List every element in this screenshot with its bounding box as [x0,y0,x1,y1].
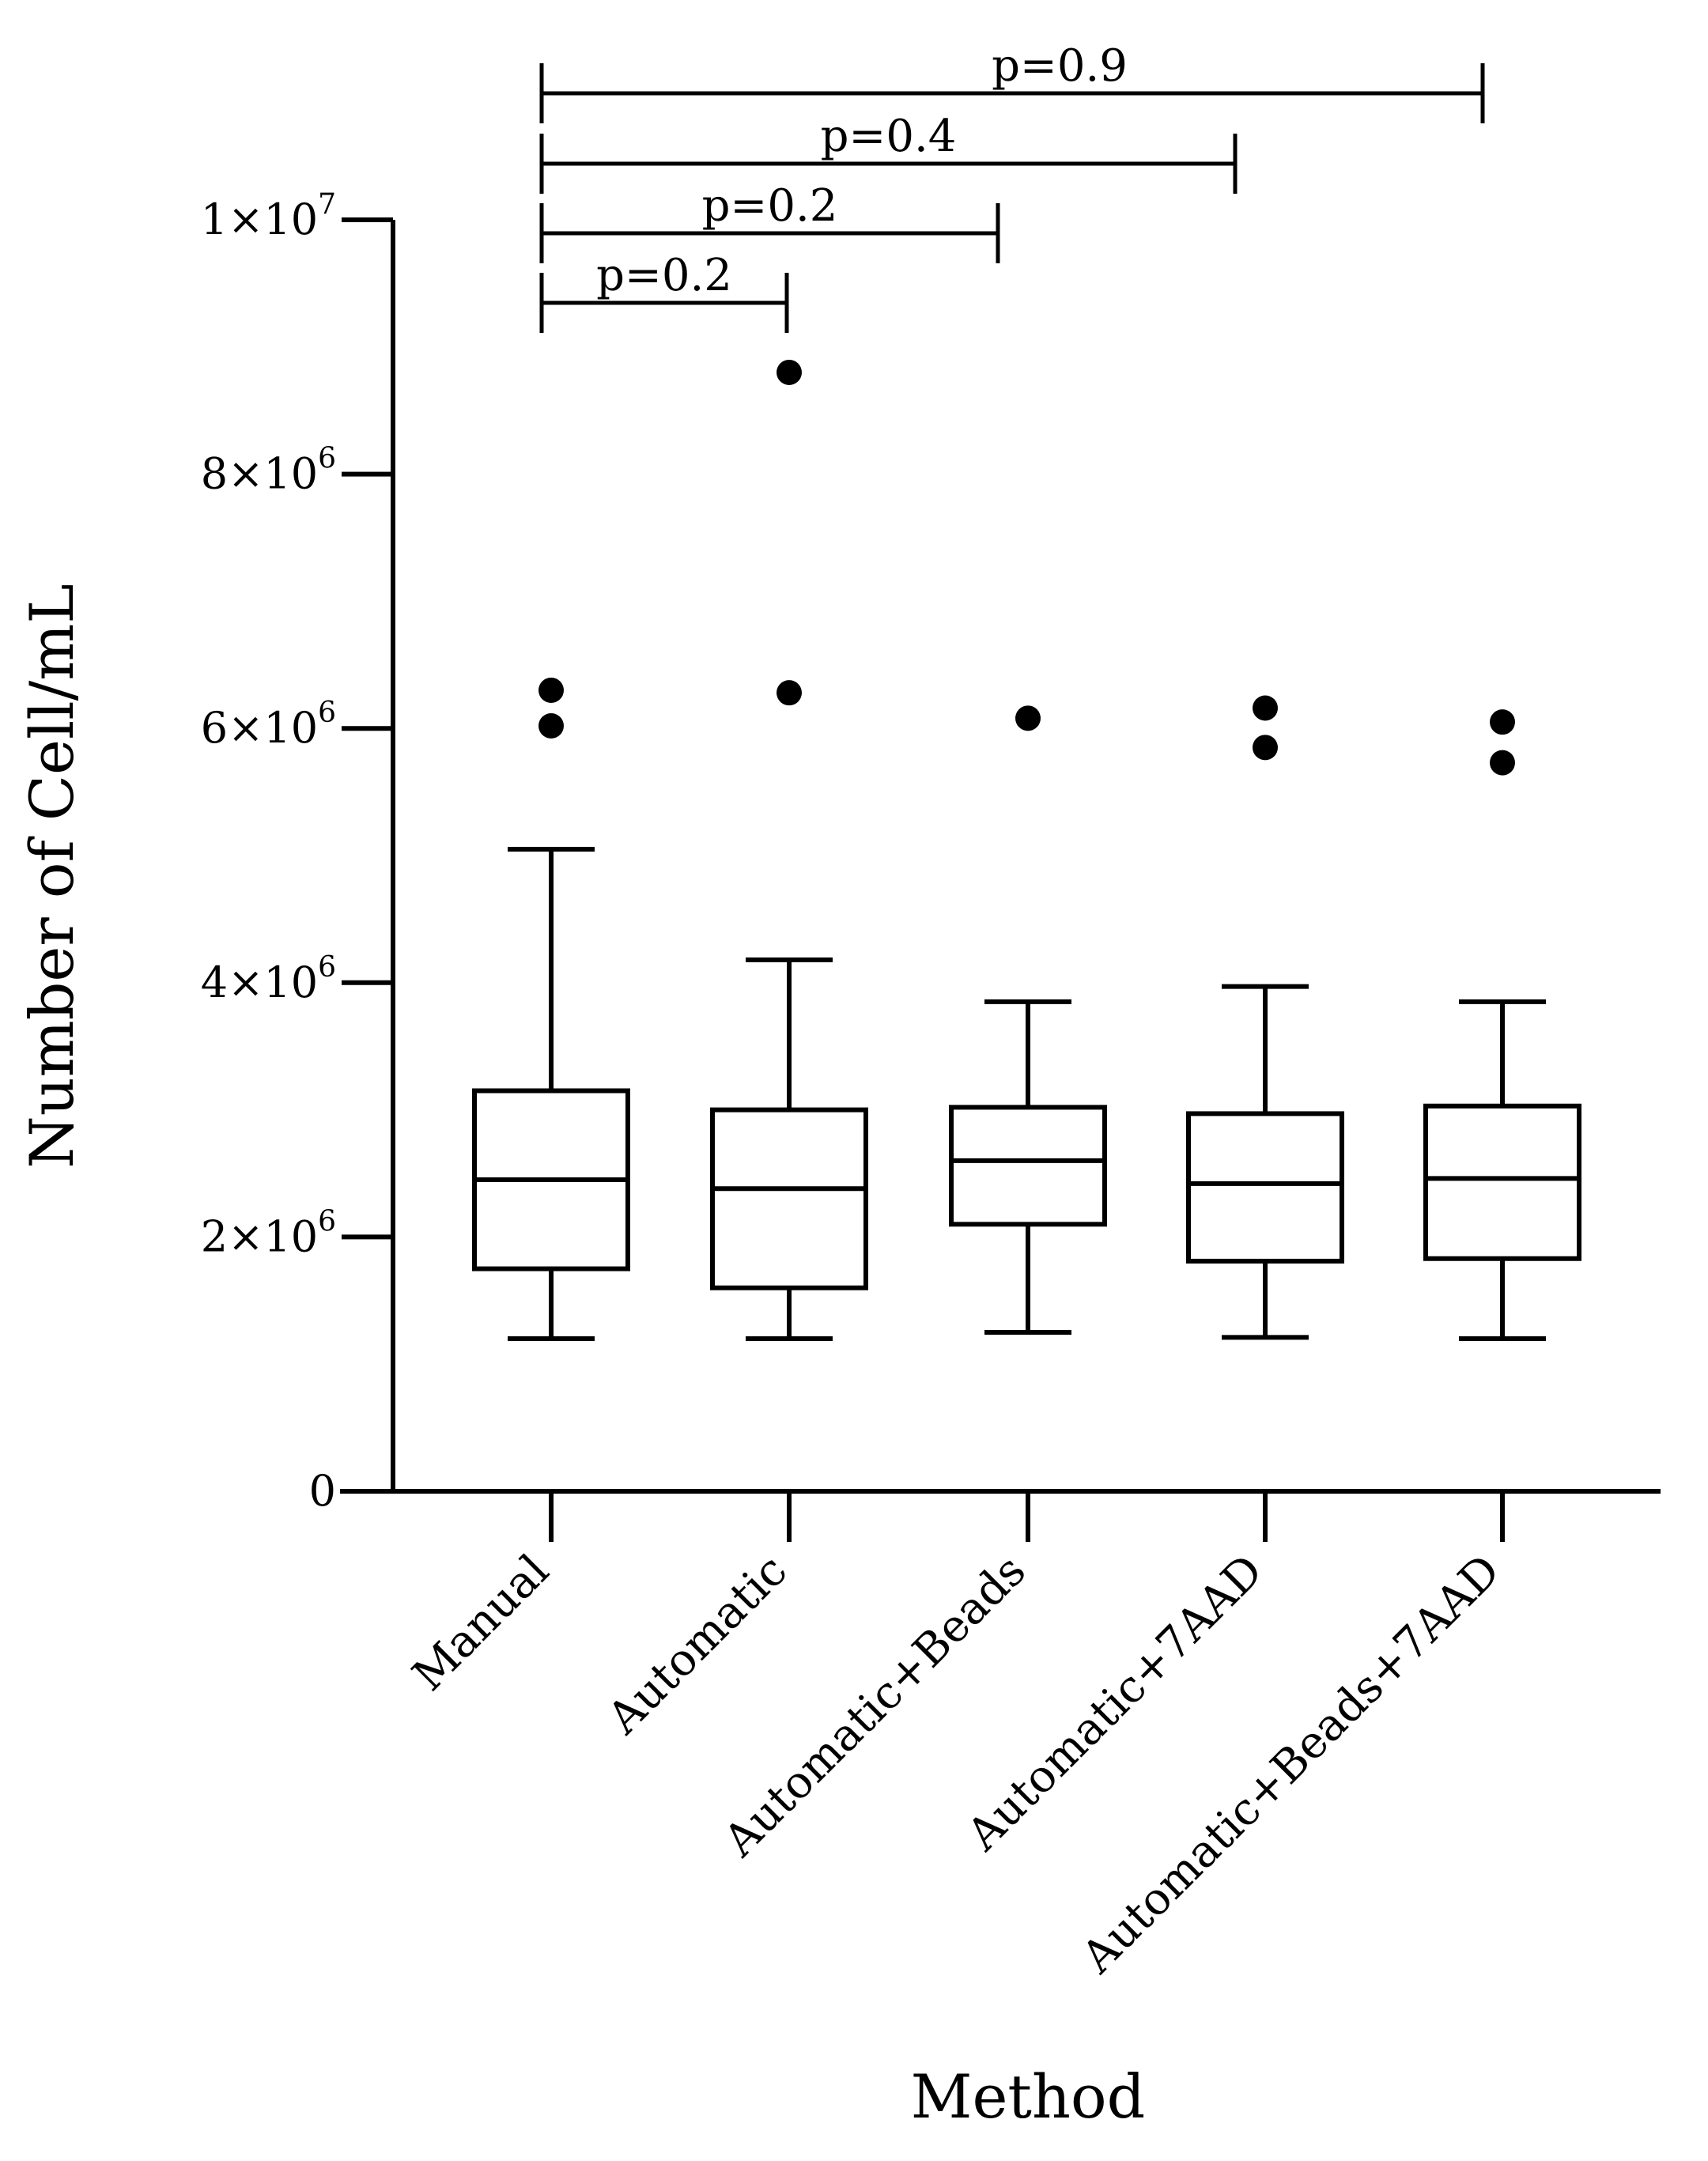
outlier-point-automatic [777,359,802,385]
x-tick-label-automatic: Automatic [597,1545,796,1744]
y-axis-title: Number of Cell/mL [17,584,87,1169]
outlier-point-automatic [777,680,802,706]
significance-bracket-automatic-beads-7aad: p=0.9 [539,40,1485,123]
outlier-point-automatic-7aad [1253,695,1278,721]
outlier-point-automatic-beads-7aad [1490,709,1515,735]
x-axis-title: Method [911,2061,1146,2132]
significance-bracket-automatic: p=0.2 [539,250,789,333]
axes-group [340,220,1661,1494]
y-tick-exponent: 6 [318,443,336,475]
y-tick-exponent: 6 [318,1205,336,1237]
p-value-label: p=0.4 [821,111,957,162]
y-tick-label: 6×106 [201,697,336,753]
box-automatic [710,957,868,1342]
box-iqr [949,1105,1107,1227]
outliers-group [538,359,1515,776]
p-value-label: p=0.2 [596,250,732,301]
significance-brackets-group: p=0.9 p=0.4 p=0.2 p=0.2 [539,40,1485,333]
y-tick-label: 2×106 [201,1205,336,1261]
y-tick-exponent: 7 [318,188,336,221]
outlier-point-manual [538,677,564,703]
outlier-point-manual [538,712,564,739]
box-automatic-beads [949,999,1107,1335]
box-manual [472,846,630,1342]
y-tick-exponent: 6 [318,951,336,984]
box-iqr [1186,1111,1344,1264]
box-iqr [1423,1103,1581,1261]
outlier-point-automatic-7aad [1253,735,1278,761]
significance-bracket-automatic-beads: p=0.2 [539,180,1000,263]
y-tick-label: 8×106 [201,443,336,499]
box-automatic-beads-7aad [1423,999,1581,1342]
p-value-label: p=0.9 [992,40,1128,92]
y-tick-label: 0 [309,1466,336,1516]
y-tick-label: 4×106 [201,951,336,1007]
outlier-point-automatic-beads-7aad [1490,750,1515,776]
x-tick-label-manual: Manual [403,1545,559,1701]
y-ticks-group: 0 2×106 4×106 6×106 8×106 1×107 [201,188,393,1516]
significance-bracket-automatic-7aad: p=0.4 [539,111,1238,194]
box-iqr [710,1107,868,1290]
y-tick-exponent: 6 [318,697,336,729]
boxes-group [472,846,1581,1342]
p-value-label: p=0.2 [702,180,838,232]
x-tick-label-automatic-beads-7aad: Automatic+Beads+7AAD [1071,1545,1510,1984]
outlier-point-automatic-beads [1015,705,1041,731]
y-tick-label: 1×107 [201,188,336,244]
box-automatic-7aad [1186,984,1344,1340]
x-ticks-group: Manual AutomaticAutomatic+BeadsAutomatic+… [403,1491,1510,1984]
